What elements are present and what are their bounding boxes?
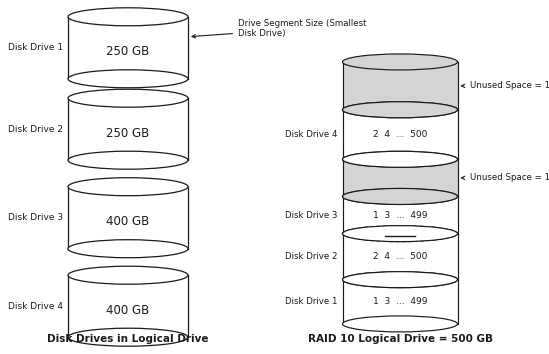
Text: Drive Segment Size (Smallest
Disk Drive): Drive Segment Size (Smallest Disk Drive) [192,19,367,38]
Text: Unused Space = 150 GB: Unused Space = 150 GB [461,173,549,182]
Ellipse shape [343,188,457,205]
Text: Disk Drive 3: Disk Drive 3 [285,211,338,219]
FancyBboxPatch shape [343,110,457,159]
FancyBboxPatch shape [343,280,457,324]
Text: 2  4  ...  500: 2 4 ... 500 [373,252,427,261]
Ellipse shape [68,328,188,346]
FancyBboxPatch shape [68,17,188,79]
Ellipse shape [68,151,188,169]
FancyBboxPatch shape [343,62,457,110]
Text: RAID 10 Logical Drive = 500 GB: RAID 10 Logical Drive = 500 GB [307,334,492,344]
FancyBboxPatch shape [68,187,188,249]
Text: 2  4  ...  500: 2 4 ... 500 [373,130,427,139]
Text: 1  3  ...  499: 1 3 ... 499 [373,211,427,219]
Text: Disk Drive 4: Disk Drive 4 [8,302,63,311]
Ellipse shape [343,102,457,118]
Ellipse shape [68,89,188,107]
Text: Disk Drive 3: Disk Drive 3 [8,213,63,222]
Ellipse shape [343,188,457,205]
Ellipse shape [343,316,457,332]
Text: Disk Drive 2: Disk Drive 2 [285,252,338,261]
Ellipse shape [343,54,457,70]
Text: Disk Drive 1: Disk Drive 1 [8,43,63,52]
Ellipse shape [68,8,188,26]
Text: 1  3  ...  499: 1 3 ... 499 [373,297,427,306]
Ellipse shape [68,178,188,196]
FancyBboxPatch shape [68,98,188,160]
Ellipse shape [343,272,457,288]
Ellipse shape [343,225,457,242]
FancyBboxPatch shape [343,234,457,280]
Ellipse shape [343,225,457,242]
Ellipse shape [343,102,457,118]
Text: Disk Drive 4: Disk Drive 4 [285,130,338,139]
Text: 400 GB: 400 GB [107,215,150,228]
Ellipse shape [343,272,457,288]
FancyBboxPatch shape [343,159,457,196]
Ellipse shape [68,266,188,284]
Ellipse shape [68,240,188,258]
Ellipse shape [68,70,188,88]
Text: Unused Space = 150 GB: Unused Space = 150 GB [461,81,549,90]
Ellipse shape [343,151,457,167]
Ellipse shape [343,151,457,167]
Text: 250 GB: 250 GB [107,45,150,58]
FancyBboxPatch shape [343,196,457,234]
Text: Disk Drives in Logical Drive: Disk Drives in Logical Drive [47,334,209,344]
Text: Disk Drive 1: Disk Drive 1 [285,297,338,306]
FancyBboxPatch shape [68,275,188,337]
Text: 400 GB: 400 GB [107,304,150,317]
Text: Disk Drive 2: Disk Drive 2 [8,125,63,134]
Text: 250 GB: 250 GB [107,127,150,140]
